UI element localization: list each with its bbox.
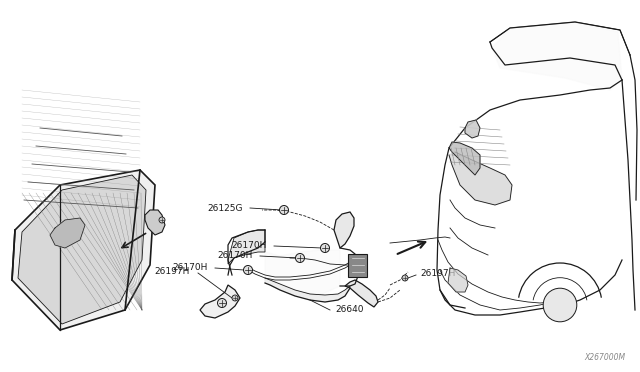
- Text: 26170H: 26170H: [232, 241, 267, 250]
- Text: 26170H: 26170H: [173, 263, 208, 273]
- FancyBboxPatch shape: [349, 253, 367, 276]
- Text: 26640: 26640: [335, 305, 364, 314]
- Polygon shape: [228, 230, 265, 264]
- Polygon shape: [449, 152, 512, 205]
- Polygon shape: [145, 210, 165, 235]
- Circle shape: [232, 295, 238, 301]
- Text: 26197H: 26197H: [155, 267, 190, 276]
- Text: X267000M: X267000M: [584, 353, 625, 362]
- Text: 26125G: 26125G: [207, 203, 243, 212]
- Polygon shape: [12, 170, 155, 330]
- Polygon shape: [345, 280, 378, 307]
- Text: 26197H: 26197H: [420, 269, 456, 279]
- Polygon shape: [50, 218, 85, 248]
- Circle shape: [218, 298, 227, 308]
- Polygon shape: [492, 22, 622, 90]
- Polygon shape: [449, 142, 480, 175]
- Circle shape: [280, 205, 289, 215]
- Circle shape: [321, 244, 330, 253]
- Polygon shape: [465, 120, 480, 138]
- Circle shape: [543, 288, 577, 322]
- Circle shape: [402, 275, 408, 281]
- Text: 26170H: 26170H: [218, 251, 253, 260]
- Polygon shape: [265, 250, 340, 295]
- Polygon shape: [265, 278, 350, 302]
- Polygon shape: [200, 285, 240, 318]
- Circle shape: [296, 253, 305, 263]
- Polygon shape: [448, 268, 468, 292]
- Circle shape: [159, 217, 165, 223]
- Circle shape: [243, 266, 253, 275]
- Polygon shape: [334, 212, 354, 248]
- Polygon shape: [18, 175, 146, 324]
